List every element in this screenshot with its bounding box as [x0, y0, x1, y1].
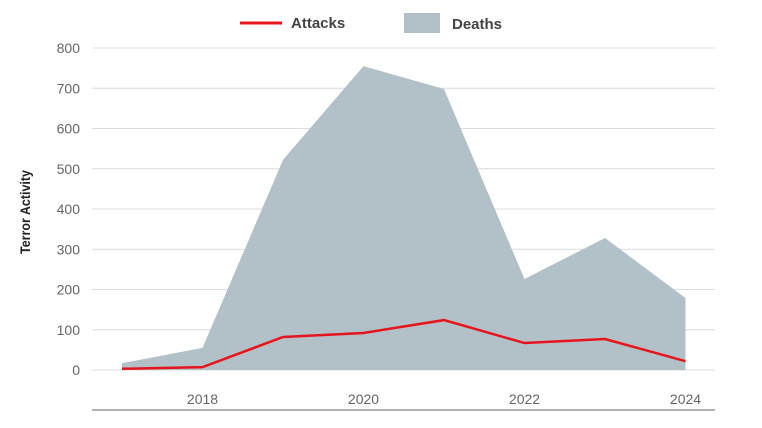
deaths-area — [122, 66, 686, 371]
y-axis-label: Terror Activity — [17, 170, 33, 254]
y-tick-labels: 0 100 200 300 400 500 600 700 800 — [57, 40, 81, 378]
x-tick-label: 2018 — [187, 391, 218, 407]
y-tick-label: 800 — [57, 40, 81, 56]
legend: Attacks Deaths — [240, 13, 502, 33]
x-tick-label: 2020 — [348, 391, 379, 407]
y-tick-label: 400 — [57, 201, 81, 217]
x-tick-labels: 2018 2020 2022 2024 — [187, 391, 701, 407]
legend-deaths-label: Deaths — [452, 16, 502, 33]
y-tick-label: 600 — [57, 121, 81, 137]
legend-attacks-label: Attacks — [291, 15, 345, 32]
x-tick-label: 2024 — [670, 391, 701, 407]
x-tick-label: 2022 — [509, 391, 540, 407]
attacks-line — [121, 318, 686, 371]
plot-area — [121, 66, 686, 371]
y-tick-label: 700 — [57, 80, 81, 96]
y-tick-label: 500 — [57, 161, 81, 177]
y-tick-label: 300 — [57, 241, 81, 257]
y-tick-label: 0 — [72, 362, 80, 378]
y-tick-label: 100 — [57, 322, 81, 338]
y-tick-label: 200 — [57, 282, 81, 298]
legend-deaths-swatch — [404, 13, 440, 33]
